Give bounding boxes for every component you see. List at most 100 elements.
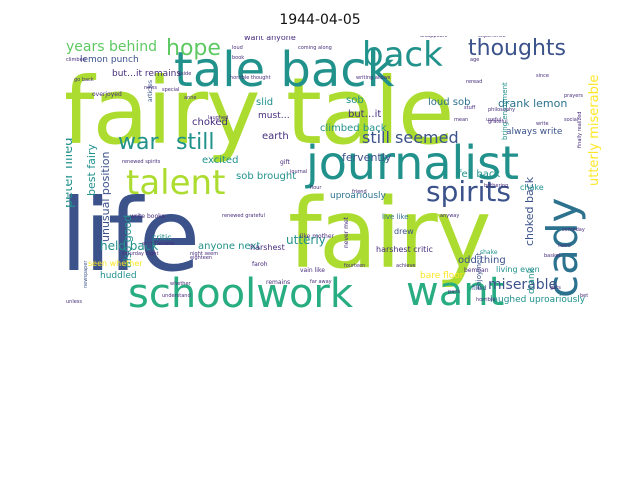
word-experience: experience bbox=[478, 36, 506, 39]
word-bothering: bothering bbox=[484, 183, 509, 189]
word-lemon-punch: lemon punch bbox=[80, 55, 139, 65]
word-best-fairy: best fairy bbox=[85, 144, 98, 196]
word-excited: excited bbox=[202, 155, 239, 166]
word-useful: useful bbox=[486, 117, 502, 123]
word-hope: hope bbox=[166, 36, 221, 61]
word-bare-floor: bare floor bbox=[420, 271, 464, 281]
word-reread: reread bbox=[466, 79, 483, 85]
word-horrible: horrible bbox=[476, 297, 496, 303]
word-peter-filled: peter filled bbox=[66, 137, 76, 208]
word-unless: unless bbox=[66, 299, 83, 305]
word-far-away: far away bbox=[310, 279, 332, 285]
word-saturday-night: saturday night bbox=[122, 251, 159, 257]
word-horrible-thought: horrible thought bbox=[230, 75, 271, 81]
word-someday: someday bbox=[562, 227, 585, 233]
word-chake: chake bbox=[520, 183, 544, 192]
word-sob-brought: sob brought bbox=[236, 171, 297, 182]
word-tale-back: tale back bbox=[174, 42, 395, 98]
word-social: social bbox=[564, 117, 579, 123]
word-write: write bbox=[536, 121, 549, 127]
word-grateful: grateful bbox=[488, 119, 508, 125]
word-disappears: disappears bbox=[420, 36, 448, 39]
word-talent: talent bbox=[126, 163, 226, 203]
word-fourteen: fourteen bbox=[344, 263, 366, 269]
word-like-mother: like mother bbox=[300, 233, 335, 240]
word-drank-lemon: drank lemon bbox=[498, 97, 568, 110]
word-seen-whether: seen whether bbox=[88, 259, 143, 268]
word-bet: bet bbox=[580, 293, 589, 299]
word-odd-thing: odd thing bbox=[458, 255, 506, 266]
word-cloud: fairy tale life fairy tale back journali… bbox=[66, 36, 602, 312]
word-war: war bbox=[118, 130, 159, 155]
word-climbed-back: climbed back bbox=[320, 123, 387, 134]
word-harshest-critic: harshest critic bbox=[376, 245, 433, 254]
word-always-write: always write bbox=[506, 127, 563, 137]
word-loud: loud bbox=[232, 45, 243, 51]
word-laughed: laughed bbox=[208, 115, 229, 121]
word-renewed-spirits: renewed spirits bbox=[122, 159, 161, 165]
word-unusual-position: unusual position bbox=[99, 151, 112, 242]
word-earth: earth bbox=[262, 131, 289, 142]
word-bemoan: bemoan bbox=[464, 267, 489, 274]
word-back: back bbox=[362, 36, 443, 75]
word-harshest: harshest bbox=[250, 243, 285, 252]
word-but-it: but…it bbox=[348, 109, 382, 120]
word-anyway: anyway bbox=[440, 213, 460, 219]
word-must: must… bbox=[258, 111, 290, 121]
word-shake: shake bbox=[480, 249, 498, 256]
word-newspaper: newspaper bbox=[83, 260, 89, 288]
word-write-books: write books bbox=[130, 213, 165, 220]
word-writing-allows: writing allows bbox=[356, 75, 391, 81]
word-uproariously: uproariously bbox=[330, 191, 386, 201]
word-journalist: journalist bbox=[306, 136, 520, 190]
word-fairy: fairy bbox=[288, 178, 492, 290]
word-sob: sob bbox=[346, 95, 364, 106]
word-news: news bbox=[144, 85, 157, 91]
word-climbed: climbed bbox=[66, 57, 86, 63]
word-special: special bbox=[162, 87, 180, 93]
word-living-even: living even bbox=[496, 265, 540, 274]
word-slid: slid bbox=[256, 97, 274, 108]
word-faroh: faroh bbox=[252, 261, 268, 268]
word-since: since bbox=[536, 73, 549, 79]
word-held-back: held back bbox=[100, 239, 159, 253]
word-anne: anne bbox=[184, 95, 197, 101]
word-finally-realized: finally realized bbox=[577, 111, 583, 148]
word-anyone-next: anyone next bbox=[198, 241, 261, 252]
chart-title: 1944-04-05 bbox=[279, 12, 361, 28]
word-prayers: prayers bbox=[564, 93, 583, 99]
word-but-it-remains: but…it remains bbox=[112, 69, 182, 79]
word-eighteen: eighteen bbox=[190, 255, 213, 261]
word-live-like: live like bbox=[382, 213, 409, 221]
word-fervently: fervently bbox=[342, 151, 392, 164]
word-gift: gift bbox=[280, 159, 290, 166]
word-articles: articles bbox=[147, 80, 154, 102]
word-spirits: spirits bbox=[426, 175, 511, 208]
word-want-anyone: want anyone bbox=[244, 36, 296, 42]
word-remains: remains bbox=[266, 279, 291, 286]
word-book: book bbox=[232, 55, 245, 61]
word-drew: drew bbox=[394, 227, 414, 236]
word-gets: gets bbox=[550, 285, 561, 291]
word-tears: tears bbox=[558, 243, 571, 249]
word-understand: understand bbox=[162, 293, 191, 299]
word-still: still bbox=[176, 130, 215, 155]
word-achieve: achieve bbox=[396, 263, 416, 269]
word-flour: flour bbox=[310, 185, 322, 191]
word-fell-back: fell back bbox=[458, 169, 501, 180]
word-whether: whether bbox=[170, 281, 191, 287]
word-want: want bbox=[406, 269, 505, 312]
word-journal: journal bbox=[290, 169, 308, 175]
word-never-met: never met bbox=[343, 217, 350, 248]
word-vain-like: vain like bbox=[300, 267, 325, 274]
word-still-seemed: still seemed bbox=[362, 128, 459, 147]
word-laughed-uproariously: laughed uproariously bbox=[490, 295, 586, 305]
word-huddled: huddled bbox=[100, 271, 137, 281]
word-schoolwork: schoolwork bbox=[128, 271, 354, 312]
word-life: life bbox=[66, 177, 200, 294]
word-philosophy: philosophy bbox=[488, 107, 516, 113]
word-overjoyed: overjoyed bbox=[92, 91, 122, 98]
word-utterly: utterly bbox=[286, 233, 326, 247]
word-mean: mean bbox=[454, 117, 469, 123]
word-critic: critic bbox=[152, 233, 172, 242]
